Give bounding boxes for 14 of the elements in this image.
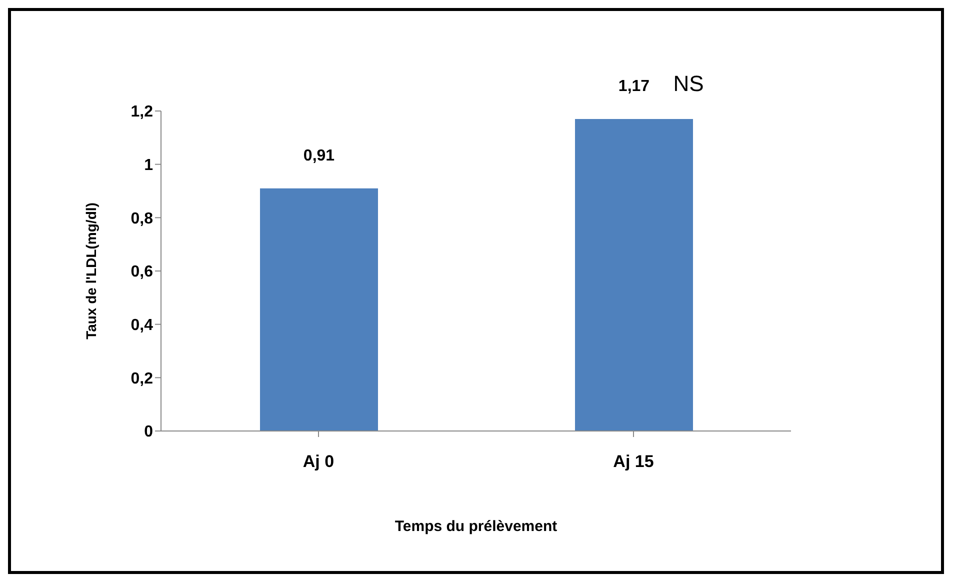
y-tick-label: 1 — [144, 157, 154, 174]
y-axis-title: Taux de l'LDL(mg/dl) — [82, 202, 99, 340]
x-tick-label: Aj 0 — [302, 452, 334, 472]
y-tick-label: 1,2 — [130, 104, 154, 121]
y-tick-label: 0,6 — [130, 264, 154, 281]
y-tick-label: 0 — [144, 424, 154, 441]
y-tick-label: 0,2 — [130, 370, 154, 388]
data-label: 1,17 — [618, 78, 650, 95]
y-tick-label: 0,8 — [130, 210, 154, 228]
annotation: NS — [673, 71, 704, 96]
x-tick-label: Aj 15 — [613, 452, 654, 472]
data-label: 0,91 — [303, 147, 335, 164]
x-axis-title: Temps du prélèvement — [394, 518, 558, 535]
y-tick-label: 0,4 — [130, 317, 154, 334]
